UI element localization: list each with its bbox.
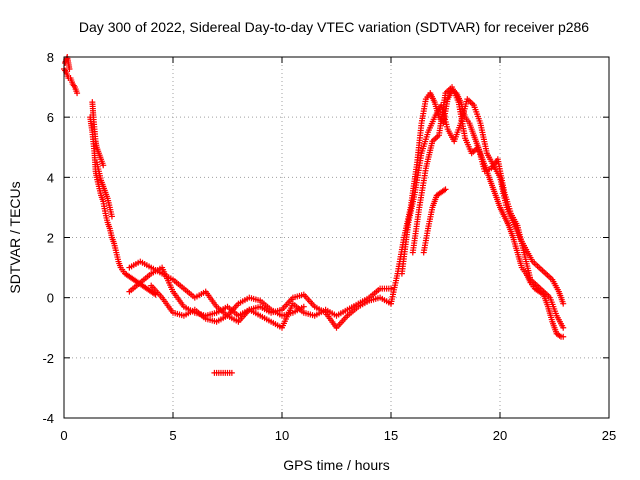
data-point xyxy=(228,369,235,376)
data-point xyxy=(108,213,115,220)
series-track-baseline-c xyxy=(148,282,307,325)
y-axis-label: SDTVAR / TECUs xyxy=(7,181,23,293)
series-track-peak-a xyxy=(388,87,567,340)
series-track-early-decay xyxy=(61,66,81,97)
data-point xyxy=(442,186,449,193)
data-point xyxy=(560,324,567,331)
data-point xyxy=(100,162,107,169)
series-track-isolated xyxy=(211,369,235,376)
data-point xyxy=(560,300,567,307)
series-track-baseline-b xyxy=(126,258,394,331)
x-tick-label: 20 xyxy=(493,428,507,443)
y-tick-label: -2 xyxy=(42,351,54,366)
data-point xyxy=(74,90,81,97)
chart-title: Day 300 of 2022, Sidereal Day-to-day VTE… xyxy=(79,19,589,35)
series-track-peak-d xyxy=(420,186,449,256)
y-tick-label: -4 xyxy=(42,411,54,426)
x-tick-label: 0 xyxy=(60,428,67,443)
series-track-peak-b xyxy=(398,96,567,307)
x-tick-label: 25 xyxy=(602,428,616,443)
y-tick-label: 8 xyxy=(47,50,54,65)
axis-ticks: 0 5 10 15 20 25 -4 -2 0 2 4 6 8 xyxy=(42,50,616,443)
y-tick-label: 2 xyxy=(47,231,54,246)
y-tick-label: 4 xyxy=(47,170,54,185)
data-point xyxy=(66,66,73,73)
data-point xyxy=(300,303,307,310)
x-tick-label: 5 xyxy=(169,428,176,443)
data-point xyxy=(560,333,567,340)
y-tick-label: 0 xyxy=(47,291,54,306)
series-track-peak-c xyxy=(409,84,567,331)
series-track-early-c xyxy=(93,159,115,220)
x-axis-label: GPS time / hours xyxy=(283,457,390,473)
y-tick-label: 6 xyxy=(47,110,54,125)
data-point xyxy=(388,285,394,292)
series-track-early-b xyxy=(89,99,107,169)
x-tick-label: 10 xyxy=(275,428,289,443)
data-marks xyxy=(61,54,567,376)
plot-frame xyxy=(63,56,610,419)
x-tick-label: 15 xyxy=(384,428,398,443)
grid-lines xyxy=(64,57,609,418)
